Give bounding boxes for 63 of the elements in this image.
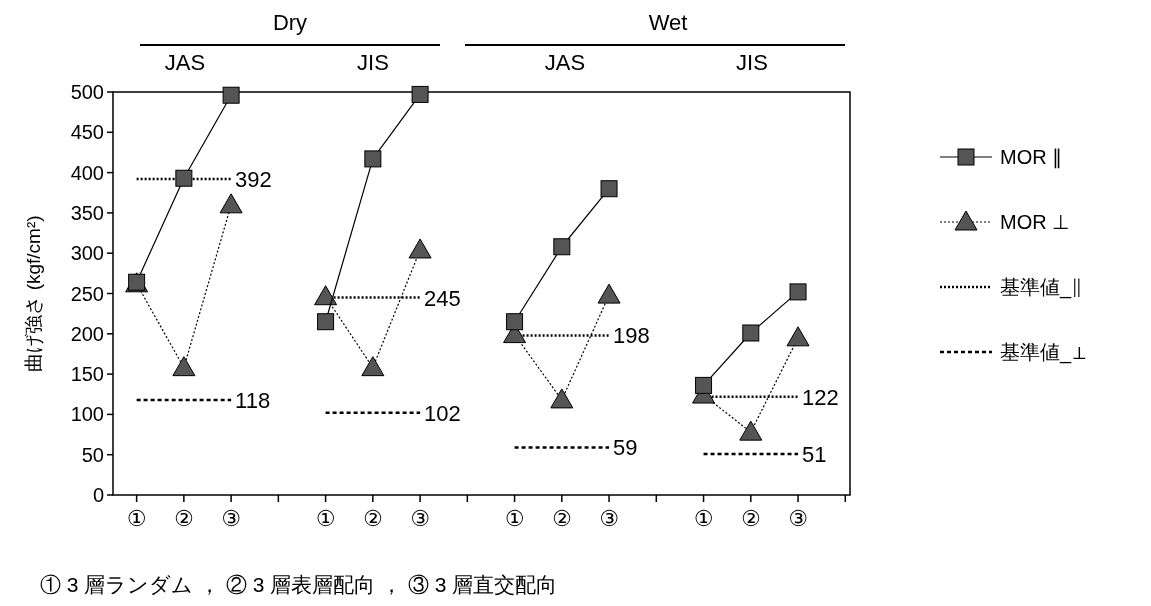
x-tick-label: ③ <box>410 506 430 531</box>
y-tick-label: 50 <box>81 443 104 466</box>
x-tick-label: ③ <box>221 506 241 531</box>
y-tick-label: 350 <box>70 201 104 224</box>
y-tick-label: 0 <box>92 484 104 506</box>
data-label: 118 <box>235 387 271 413</box>
y-tick-label: 150 <box>70 363 104 386</box>
data-label: 51 <box>802 441 827 467</box>
point <box>219 193 243 214</box>
x-tick-label: ① <box>504 506 525 531</box>
point <box>789 283 807 301</box>
y-tick-label: 450 <box>70 121 104 144</box>
legend-label: MOR ∥ <box>1000 146 1063 169</box>
text: JIS <box>736 50 768 75</box>
point <box>600 180 618 198</box>
text: ① 3 層ランダム ， ② 3 層表層配向 ， ③ 3 層直交配向 <box>40 573 558 596</box>
point <box>597 283 621 304</box>
point <box>411 85 429 103</box>
data-label: 245 <box>424 285 461 311</box>
legend-label: 基準値_⊥ <box>1000 341 1089 364</box>
data-label: 392 <box>235 167 272 193</box>
y-tick-label: 400 <box>70 161 104 184</box>
y-tick-label: 250 <box>70 282 104 305</box>
point <box>314 285 338 306</box>
x-tick-label: ② <box>551 506 572 531</box>
y-tick-label: 300 <box>70 242 104 265</box>
point <box>408 238 432 259</box>
text: Dry <box>272 10 308 35</box>
y-axis-title: 曲げ強さ (kgf/cm²) <box>23 215 44 372</box>
point <box>550 388 574 409</box>
text: JAS <box>544 50 586 75</box>
x-tick-label: ② <box>174 506 194 531</box>
x-tick-label: ③ <box>788 506 808 531</box>
data-label: 122 <box>802 384 839 410</box>
point <box>364 150 382 168</box>
point <box>222 86 240 104</box>
point <box>175 169 193 187</box>
data-label: 198 <box>613 323 650 349</box>
point <box>317 313 335 331</box>
x-tick-label: ① <box>693 506 714 531</box>
x-tick-label: ① <box>315 506 336 531</box>
data-label: 59 <box>613 435 638 461</box>
legend-label: MOR ⊥ <box>1000 211 1070 233</box>
text: Wet <box>648 10 688 35</box>
point <box>695 376 713 394</box>
y-tick-label: 100 <box>70 403 104 426</box>
point <box>172 356 196 377</box>
x-tick-label: ② <box>740 506 761 531</box>
point <box>506 313 524 331</box>
point <box>786 326 810 347</box>
point <box>739 420 763 441</box>
point <box>742 324 760 342</box>
point <box>553 238 571 256</box>
data-label: 102 <box>424 400 461 426</box>
text: JAS <box>164 50 206 75</box>
y-tick-label: 500 <box>70 81 104 103</box>
x-tick-label: ① <box>126 506 147 531</box>
x-tick-label: ② <box>362 506 383 531</box>
x-tick-label: ③ <box>599 506 619 531</box>
legend-label: 基準値_∥ <box>1000 276 1084 299</box>
text: JIS <box>357 50 389 75</box>
y-tick-label: 200 <box>70 322 104 345</box>
point <box>361 356 385 377</box>
